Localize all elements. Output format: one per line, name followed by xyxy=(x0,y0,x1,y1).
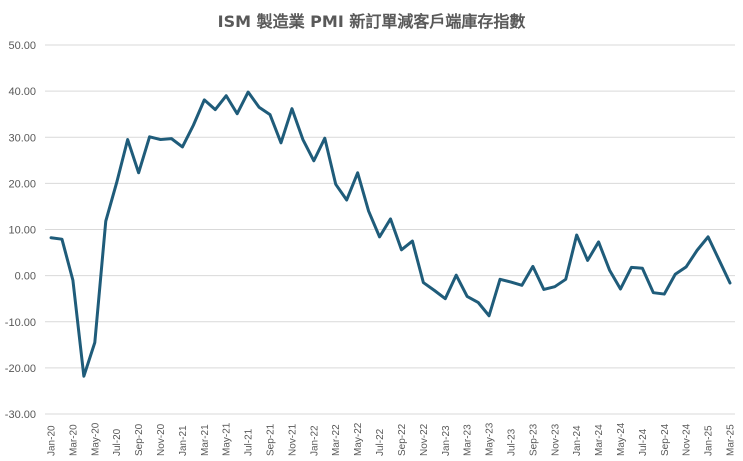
x-tick-label: Nov-24 xyxy=(682,423,693,456)
x-tick-label: Sep-23 xyxy=(528,423,539,456)
x-tick-label: Mar-24 xyxy=(594,424,605,456)
x-tick-label: Jul-22 xyxy=(375,428,386,456)
y-tick-label: 30.00 xyxy=(8,132,36,144)
x-tick-label: Sep-22 xyxy=(397,423,408,456)
y-tick-label: -20.00 xyxy=(5,363,36,375)
chart-title: ISM 製造業 PMI 新訂單減客戶端庫存指數 xyxy=(217,12,526,31)
y-axis-ticks: 50.00 40.00 30.00 20.00 10.00 0.00 -10.00 -20.0… xyxy=(5,40,36,421)
x-tick-label: May-21 xyxy=(222,422,233,456)
y-tick-label: -10.00 xyxy=(5,317,36,329)
x-tick-label: Mar-23 xyxy=(463,424,474,456)
x-tick-label: Jan-21 xyxy=(178,425,189,456)
x-tick-label: Sep-21 xyxy=(266,423,277,456)
x-tick-label: Nov-23 xyxy=(550,423,561,456)
x-tick-label: Jan-24 xyxy=(572,425,583,456)
x-tick-label: Mar-21 xyxy=(200,424,211,456)
x-tick-label: Jan-20 xyxy=(47,425,58,456)
x-tick-label: Mar-25 xyxy=(726,424,737,456)
x-tick-label: Sep-24 xyxy=(660,423,671,456)
y-tick-label: 0.00 xyxy=(15,271,36,283)
x-tick-label: May-22 xyxy=(353,422,364,456)
x-tick-label: Jan-23 xyxy=(441,425,452,456)
x-tick-label: Nov-22 xyxy=(419,423,430,456)
x-tick-label: Mar-22 xyxy=(331,424,342,456)
x-tick-label: May-24 xyxy=(616,422,627,456)
y-tick-label: 10.00 xyxy=(8,225,36,237)
y-tick-label: 50.00 xyxy=(8,40,36,52)
x-tick-label: Jul-24 xyxy=(638,428,649,456)
x-tick-label: Jul-21 xyxy=(244,428,255,456)
x-tick-label: Jan-22 xyxy=(309,425,320,456)
y-tick-label: 40.00 xyxy=(8,86,36,98)
x-axis-ticks: Jan-20 Mar-20 May-20 Jul-20 Sep-20 Nov-20 Jan-… xyxy=(47,422,737,456)
series-line xyxy=(49,90,732,378)
gridlines xyxy=(45,44,735,415)
y-tick-label: 20.00 xyxy=(8,178,36,190)
x-tick-label: Nov-20 xyxy=(156,423,167,456)
x-tick-label: Jul-23 xyxy=(506,428,517,456)
x-tick-label: Nov-21 xyxy=(287,423,298,456)
x-tick-label: Jul-20 xyxy=(112,428,123,456)
x-tick-label: Mar-20 xyxy=(68,424,79,456)
y-tick-label: -30.00 xyxy=(5,409,36,421)
series-layer xyxy=(49,90,732,378)
x-tick-label: May-23 xyxy=(485,422,496,456)
x-tick-label: May-20 xyxy=(90,422,101,456)
x-tick-label: Jan-25 xyxy=(704,425,715,456)
x-tick-label: Sep-20 xyxy=(134,423,145,456)
